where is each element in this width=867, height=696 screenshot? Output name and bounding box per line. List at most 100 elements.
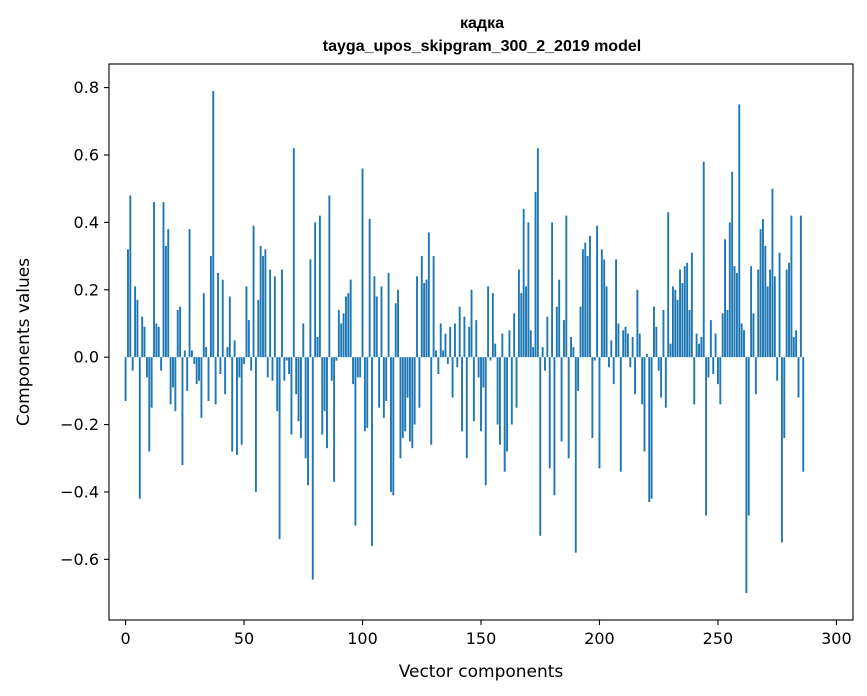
bar-15 [160, 357, 163, 371]
bar-80 [314, 222, 317, 358]
y-tick-label: −0.4 [60, 482, 99, 501]
bar-204 [608, 357, 610, 368]
bar-141 [458, 306, 461, 358]
bar-261 [743, 330, 745, 358]
bar-52 [247, 320, 250, 358]
bar-281 [790, 215, 793, 358]
bar-271 [766, 286, 769, 358]
bar-181 [553, 357, 556, 496]
bar-59 [264, 249, 267, 358]
bar-203 [605, 286, 608, 358]
bar-200 [598, 357, 601, 469]
bar-86 [328, 195, 331, 358]
bar-137 [449, 326, 452, 358]
bar-3 [131, 357, 134, 371]
bar-63 [273, 276, 276, 358]
bar-189 [572, 347, 575, 358]
bar-234 [679, 269, 681, 358]
bar-90 [337, 309, 340, 358]
bar-68 [285, 357, 288, 361]
bar-67 [283, 357, 286, 381]
bar-62 [271, 357, 274, 381]
bar-222 [650, 357, 653, 499]
bar-263 [747, 357, 750, 516]
bar-110 [385, 357, 388, 401]
bar-238 [688, 309, 691, 358]
bar-176 [541, 347, 544, 358]
bar-215 [634, 357, 636, 395]
bar-212 [626, 333, 629, 358]
bar-92 [342, 313, 345, 358]
bar-140 [456, 357, 459, 368]
bar-269 [762, 219, 764, 358]
bar-28 [190, 350, 193, 358]
bar-107 [378, 357, 381, 408]
bar-77 [307, 357, 309, 486]
bar-37 [212, 90, 215, 358]
bar-153 [487, 286, 490, 358]
bar-69 [288, 357, 291, 375]
bar-192 [579, 306, 582, 358]
x-tick-label: 0 [120, 629, 130, 648]
bar-202 [603, 259, 606, 358]
bar-227 [662, 309, 665, 358]
bar-103 [368, 219, 371, 358]
bar-187 [567, 357, 570, 459]
bar-250 [716, 357, 719, 385]
bar-111 [387, 272, 390, 358]
bar-29 [193, 357, 196, 364]
bar-73 [297, 357, 300, 422]
y-tick-label: 0.2 [74, 280, 99, 299]
bar-162 [508, 330, 511, 358]
bar-232 [674, 289, 677, 358]
bar-34 [205, 347, 208, 358]
bar-46 [233, 340, 236, 358]
y-tick-label: 0.8 [74, 78, 99, 97]
bar-177 [544, 357, 546, 371]
bar-78 [309, 259, 312, 358]
bar-108 [380, 286, 383, 358]
bar-167 [520, 293, 523, 358]
bar-147 [472, 357, 475, 422]
bar-82 [318, 215, 321, 358]
bar-119 [406, 357, 409, 398]
bar-190 [574, 357, 577, 553]
bar-61 [269, 269, 272, 358]
bar-98 [356, 357, 359, 378]
bar-161 [506, 357, 509, 452]
bar-267 [757, 269, 760, 358]
bar-94 [347, 293, 350, 358]
bar-65 [278, 357, 281, 540]
bar-282 [792, 336, 795, 358]
bar-130 [432, 256, 435, 358]
bar-97 [354, 357, 357, 526]
bar-174 [536, 148, 539, 358]
bar-7 [141, 316, 144, 358]
bar-24 [181, 357, 184, 465]
bar-112 [390, 357, 392, 492]
bar-264 [750, 266, 753, 358]
bar-13 [155, 323, 158, 358]
bar-101 [363, 357, 366, 432]
bar-283 [795, 330, 798, 358]
y-tick-label: −0.6 [60, 550, 99, 569]
bar-171 [529, 330, 532, 358]
chart-subtitle: tayga_upos_skipgram_300_2_2019 model [323, 38, 641, 55]
bar-173 [534, 192, 537, 358]
bar-56 [257, 299, 260, 358]
bar-124 [418, 357, 421, 408]
bar-276 [778, 252, 781, 358]
bar-157 [496, 357, 499, 425]
bar-132 [437, 357, 440, 375]
y-axis-label: Components values [14, 258, 34, 426]
bar-242 [698, 343, 700, 358]
bar-136 [446, 357, 449, 364]
bar-241 [695, 333, 698, 358]
bar-148 [475, 320, 478, 358]
bar-95 [349, 279, 352, 358]
bar-40 [219, 357, 222, 375]
bar-285 [799, 215, 802, 358]
bar-121 [411, 357, 414, 449]
bar-178 [546, 316, 549, 358]
